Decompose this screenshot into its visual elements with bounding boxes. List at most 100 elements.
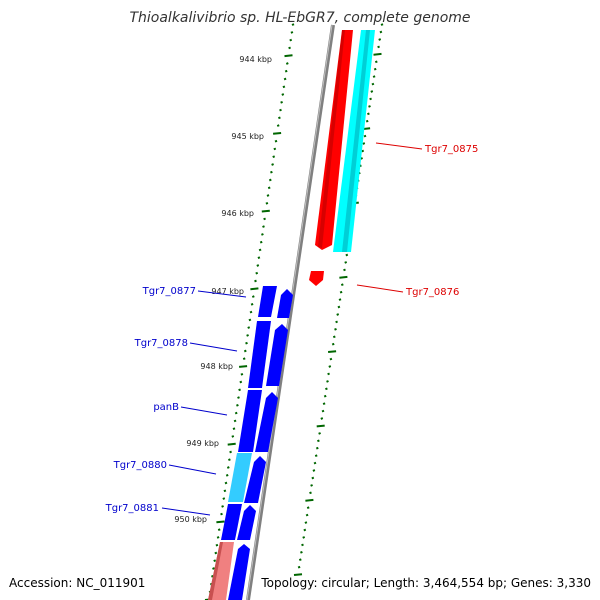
minor-tick	[338, 298, 342, 301]
minor-tick	[325, 387, 328, 391]
minor-tick	[283, 77, 287, 81]
feature-tgr7-0881[interactable]	[221, 504, 242, 540]
feature-tgr7-0878[interactable]	[248, 321, 271, 388]
feature-right-3[interactable]	[255, 392, 278, 452]
minor-tick	[365, 119, 369, 123]
tick-label-944: 944 kbp	[239, 55, 272, 64]
minor-tick	[315, 446, 319, 450]
tick-label-949: 949 kbp	[186, 439, 219, 448]
minor-tick	[233, 419, 237, 423]
minor-tick	[234, 411, 238, 415]
major-tick	[316, 424, 325, 428]
minor-tick	[239, 380, 243, 384]
minor-tick	[309, 491, 312, 495]
major-tick	[284, 54, 293, 58]
feature-panb[interactable]	[238, 390, 262, 452]
minor-tick	[272, 155, 276, 159]
tick-label-950: 950 kbp	[174, 515, 207, 524]
minor-tick	[323, 394, 327, 398]
minor-tick	[276, 124, 280, 127]
gene-label-tgr7-0881[interactable]: Tgr7_0881	[105, 503, 159, 514]
gene-label-tgr7-0877[interactable]: Tgr7_0877	[142, 286, 196, 297]
feature-pink-segment-edge	[208, 542, 223, 600]
feature-right-2[interactable]	[266, 324, 288, 386]
feature-tgr7-0880[interactable]	[228, 453, 252, 502]
gene-label-tgr7-0876[interactable]: Tgr7_0876	[405, 287, 459, 298]
backbone-line	[246, 24, 335, 600]
minor-tick	[329, 357, 333, 361]
minor-tick	[231, 435, 235, 438]
minor-tick	[289, 38, 293, 42]
feature-tgr7-0877[interactable]	[258, 286, 277, 317]
minor-tick	[256, 264, 260, 267]
minor-tick	[343, 268, 346, 272]
major-tick	[293, 573, 303, 576]
minor-tick	[243, 349, 247, 353]
minor-tick	[250, 302, 254, 306]
minor-tick	[339, 290, 343, 294]
minor-tick	[371, 82, 375, 86]
gene-label-tgr7-0878[interactable]: Tgr7_0878	[134, 338, 188, 349]
minor-tick	[223, 489, 227, 493]
major-tick	[305, 498, 314, 502]
minor-tick	[320, 417, 324, 420]
gene-leaders	[161, 142, 423, 516]
minor-tick	[327, 372, 330, 376]
minor-tick	[214, 551, 218, 555]
major-tick	[273, 132, 282, 135]
minor-tick	[331, 342, 335, 346]
minor-tick	[221, 505, 224, 508]
minor-tick	[321, 409, 325, 413]
minor-tick	[300, 550, 303, 554]
gene-label-panb[interactable]: panB	[153, 402, 179, 413]
feature-right-5[interactable]	[237, 505, 256, 540]
major-tick	[239, 365, 248, 368]
minor-tick	[370, 90, 374, 93]
minor-tick	[379, 30, 383, 34]
gene-label-tgr7-0880[interactable]: Tgr7_0880	[113, 460, 167, 471]
leader-tgr7-0875	[375, 142, 423, 150]
minor-tick	[282, 85, 286, 89]
minor-tick	[245, 341, 248, 345]
feature-tgr7-0876[interactable]	[309, 271, 324, 286]
minor-tick	[215, 543, 219, 547]
genome-title: Thioalkalivibrio sp. HL-EbGR7, complete …	[129, 10, 470, 26]
minor-tick	[212, 567, 215, 570]
minor-tick	[305, 513, 309, 517]
minor-tick	[332, 335, 336, 339]
feature-right-6[interactable]	[228, 544, 250, 600]
gene-labels: Tgr7_0875 Tgr7_0876 Tgr7_0877 Tgr7_0878 …	[105, 144, 479, 514]
minor-tick	[334, 327, 337, 331]
minor-tick	[285, 62, 289, 65]
minor-tick	[236, 403, 239, 407]
minor-tick	[306, 506, 310, 510]
minor-tick	[336, 313, 340, 316]
minor-tick	[311, 476, 315, 480]
minor-tick	[240, 372, 244, 376]
major-tick	[216, 520, 225, 524]
leader-tgr7-0876	[356, 284, 404, 293]
minor-tick	[297, 565, 301, 569]
minor-tick	[257, 256, 261, 260]
major-tick	[261, 209, 270, 213]
minor-tick	[280, 100, 283, 104]
minor-tick	[254, 279, 257, 283]
gene-label-tgr7-0875[interactable]: Tgr7_0875	[424, 144, 478, 155]
minor-tick	[220, 512, 223, 516]
feature-right-1[interactable]	[277, 289, 293, 318]
minor-tick	[310, 484, 313, 487]
minor-tick	[259, 240, 263, 244]
minor-tick	[378, 38, 382, 41]
minor-tick	[258, 248, 262, 252]
leader-tgr7-0881	[161, 507, 211, 516]
minor-tick	[317, 439, 320, 443]
tick-label-947: 947 kbp	[211, 287, 244, 296]
minor-tick	[229, 450, 232, 454]
minor-tick	[288, 46, 291, 50]
feature-right-4[interactable]	[244, 456, 266, 503]
minor-tick	[263, 217, 266, 221]
tick-label-946: 946 kbp	[221, 209, 254, 218]
feature-tgr7-0875-shade	[318, 30, 345, 248]
minor-tick	[326, 380, 329, 383]
minor-tick	[238, 388, 241, 392]
